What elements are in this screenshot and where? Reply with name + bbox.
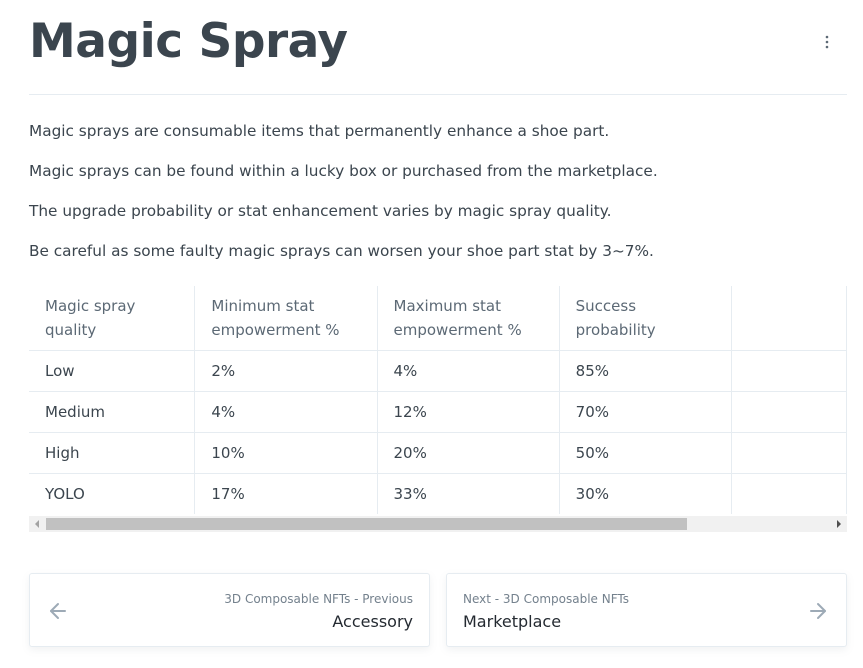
more-options-button[interactable] [815, 30, 839, 54]
horizontal-scrollbar[interactable] [29, 516, 847, 532]
column-header: Maximum stat empowerment % [377, 286, 560, 351]
table-cell: 4% [377, 350, 560, 392]
paragraph-4: Be careful as some faulty magic sprays c… [29, 242, 654, 260]
column-header: Magic spray quality [29, 286, 196, 351]
table-container: Magic spray quality Minimum stat empower… [29, 286, 847, 534]
table-cell: 20% [377, 432, 560, 474]
table-cell: 85% [559, 350, 733, 392]
page-title: Magic Spray [29, 14, 348, 69]
table-cell: Medium [29, 391, 196, 433]
table-cell: 10% [194, 432, 378, 474]
next-page-link[interactable]: Next - 3D Composable NFTs Marketplace [446, 573, 847, 647]
more-vertical-icon [825, 35, 829, 49]
next-page-title: Marketplace [463, 612, 562, 631]
table-cell: 33% [377, 473, 560, 514]
title-divider [29, 94, 847, 95]
previous-page-subtitle: 3D Composable NFTs - Previous [224, 592, 413, 606]
paragraph-3: The upgrade probability or stat enhancem… [29, 202, 612, 220]
magic-spray-table: Magic spray quality Minimum stat empower… [29, 286, 847, 514]
previous-page-link[interactable]: 3D Composable NFTs - Previous Accessory [29, 573, 430, 647]
table-cell-empty [731, 350, 847, 392]
next-page-subtitle: Next - 3D Composable NFTs [463, 592, 629, 606]
paragraph-2: Magic sprays can be found within a lucky… [29, 162, 658, 180]
table-cell-empty [731, 432, 847, 474]
table-row: High 10% 20% 50% [29, 432, 847, 474]
scrollbar-thumb[interactable] [46, 518, 687, 530]
table-cell: 4% [194, 391, 378, 433]
table-cell-empty [731, 473, 847, 514]
triangle-right-icon [837, 520, 841, 528]
table-cell: High [29, 432, 196, 474]
arrow-right-icon [810, 603, 826, 619]
arrow-left-icon [50, 603, 66, 619]
column-header: Success probability [559, 286, 733, 351]
table-row: YOLO 17% 33% 30% [29, 473, 847, 514]
table-cell-empty [731, 391, 847, 433]
table-cell: YOLO [29, 473, 196, 514]
paragraph-1: Magic sprays are consumable items that p… [29, 122, 610, 140]
table-cell: 50% [559, 432, 733, 474]
table-cell: 30% [559, 473, 733, 514]
triangle-left-icon [35, 520, 39, 528]
table-row: Low 2% 4% 85% [29, 350, 847, 392]
scroll-left-button[interactable] [29, 516, 45, 532]
column-header: Minimum stat empowerment % [194, 286, 378, 351]
table-cell: 70% [559, 391, 733, 433]
scroll-right-button[interactable] [831, 516, 847, 532]
table-cell: 2% [194, 350, 378, 392]
table-row: Medium 4% 12% 70% [29, 391, 847, 433]
table-cell: 12% [377, 391, 560, 433]
table-cell: 17% [194, 473, 378, 514]
table-cell: Low [29, 350, 196, 392]
previous-page-title: Accessory [332, 612, 413, 631]
table-header-row: Magic spray quality Minimum stat empower… [29, 286, 847, 351]
column-header-empty [731, 286, 847, 351]
